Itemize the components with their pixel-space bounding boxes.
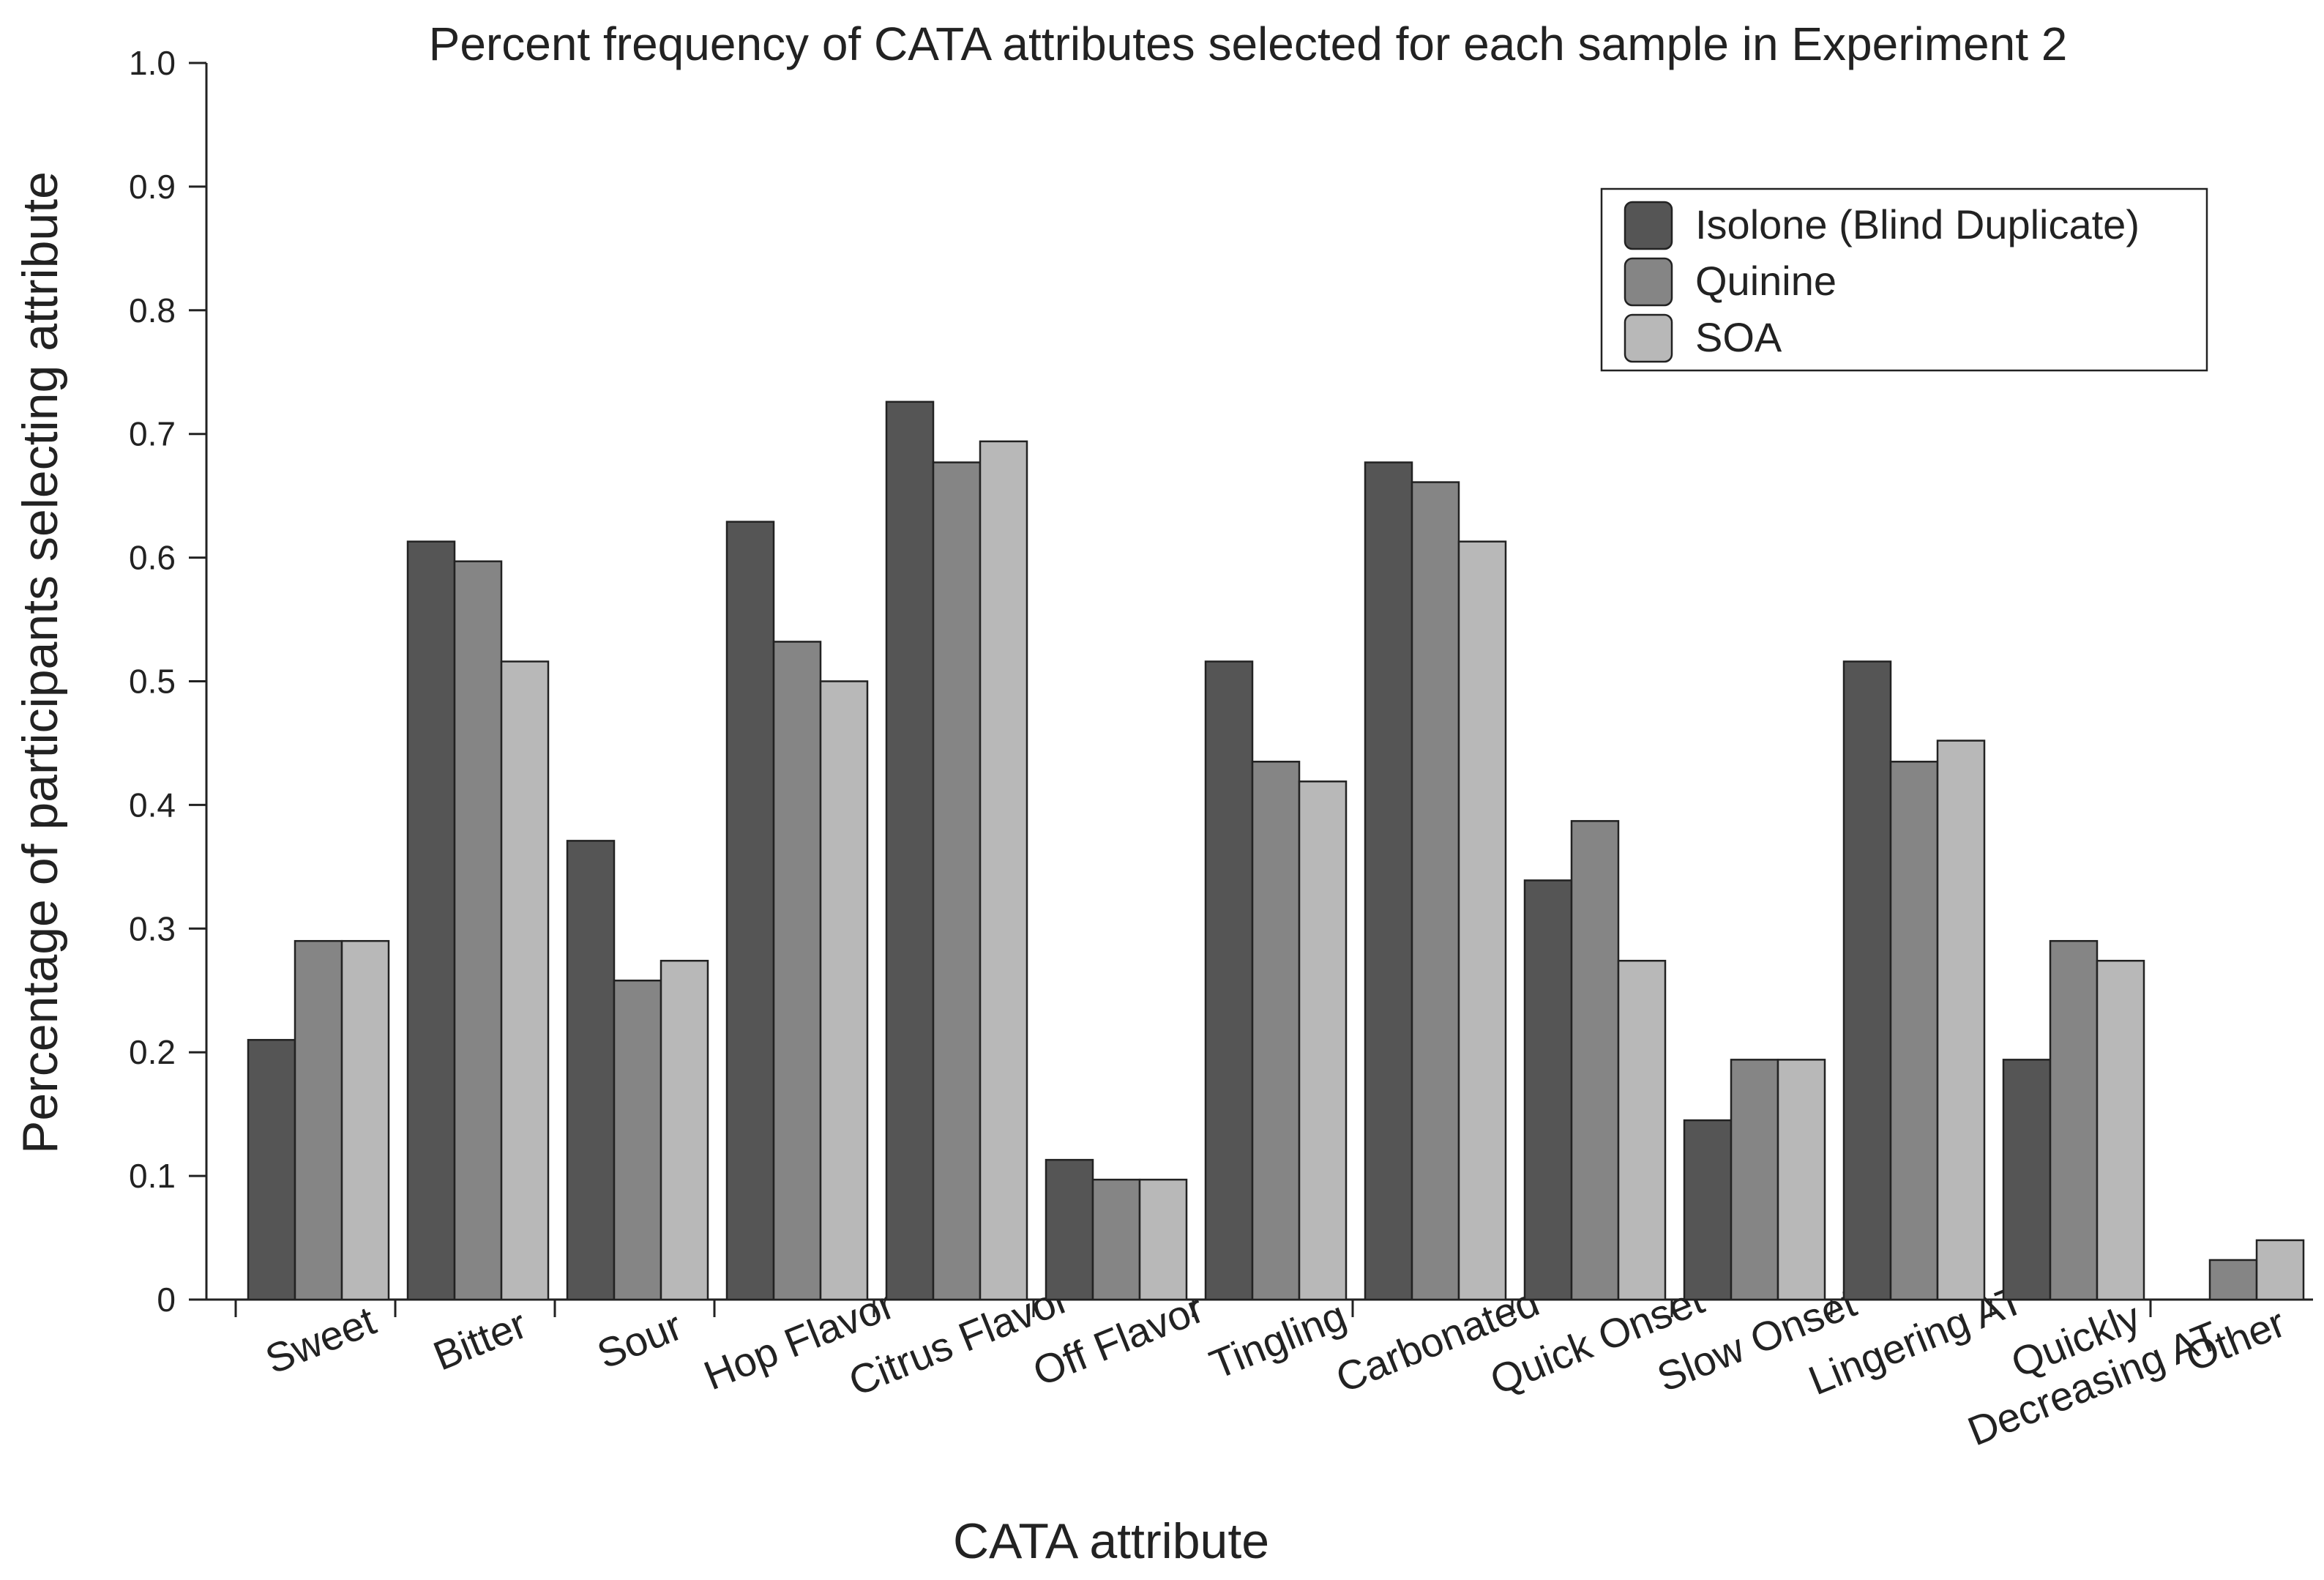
bar-quinine-4	[932, 461, 982, 1301]
y-axis: 0 0.1 0.2 0.3 0.4 0.5 0.6 0.7 0.8 0.9 1.0	[129, 44, 208, 1319]
x-tick-label-line: Bitter	[427, 1300, 533, 1379]
y-tick-label: 0	[157, 1281, 176, 1319]
x-tick-label: Bitter	[427, 1300, 533, 1379]
bar-isolone-blind-duplicate-5	[1045, 1158, 1094, 1301]
bar-soa-0	[340, 939, 390, 1301]
y-tick-label: 0.8	[129, 291, 176, 329]
bar-quinine-7	[1411, 481, 1460, 1301]
y-tick-label: 0.1	[129, 1157, 176, 1195]
bar-soa-3	[819, 680, 869, 1301]
bar-isolone-blind-duplicate-2	[566, 840, 616, 1301]
legend-swatch	[1624, 313, 1673, 363]
x-tick-label: Other	[2179, 1299, 2291, 1380]
bar-soa-7	[1457, 540, 1507, 1301]
bar-isolone-blind-duplicate-11	[2002, 1059, 2052, 1301]
x-tick-label: Sour	[591, 1303, 688, 1378]
legend-swatch	[1624, 201, 1673, 250]
bar-soa-11	[2096, 959, 2145, 1301]
bar-soa-2	[660, 959, 709, 1301]
y-tick-label: 0.5	[129, 663, 176, 701]
legend-box	[1600, 187, 2208, 372]
bar-quinine-10	[1889, 761, 1939, 1301]
y-tick-label: 0.7	[129, 415, 176, 453]
x-axis-title: CATA attribute	[953, 1513, 1269, 1569]
y-tick-label: 0.3	[129, 909, 176, 947]
legend-label: Isolone (Blind Duplicate)	[1695, 201, 2140, 247]
legend: Isolone (Blind Duplicate) Quinine SOA	[1600, 187, 2208, 372]
bar-soa-5	[1138, 1178, 1188, 1301]
y-tick-label: 0.6	[129, 539, 176, 577]
bar-isolone-blind-duplicate-4	[885, 400, 935, 1301]
bar-quinine-8	[1570, 820, 1620, 1301]
legend-label: SOA	[1695, 314, 1782, 360]
bar-soa-12	[2255, 1239, 2305, 1301]
bar-soa-6	[1298, 780, 1348, 1301]
y-tick-label: 1.0	[129, 44, 176, 82]
bar-soa-8	[1617, 959, 1667, 1301]
x-tick-label-line: Other	[2179, 1299, 2291, 1380]
bar-soa-10	[1936, 739, 1986, 1301]
x-tick-label: Tingling	[1203, 1292, 1353, 1387]
bar-isolone-blind-duplicate-1	[406, 540, 456, 1301]
legend-swatch	[1624, 257, 1673, 307]
chart-title: Percent frequency of CATA attributes sel…	[429, 18, 2068, 70]
bar-quinine-2	[613, 979, 662, 1301]
x-tick-label-line: Sour	[591, 1303, 688, 1378]
bar-isolone-blind-duplicate-6	[1204, 660, 1254, 1301]
y-tick-label: 0.2	[129, 1033, 176, 1071]
bars	[247, 400, 2305, 1301]
y-axis-title: Percentage of participants selecting att…	[12, 171, 68, 1154]
bar-isolone-blind-duplicate-0	[247, 1039, 296, 1301]
bar-quinine-9	[1730, 1059, 1779, 1301]
bar-soa-4	[979, 440, 1028, 1301]
legend-label: Quinine	[1695, 258, 1837, 304]
bar-quinine-3	[772, 641, 822, 1301]
bar-quinine-6	[1251, 761, 1301, 1301]
x-tick-label-line: Tingling	[1203, 1292, 1353, 1387]
y-tick-label: 0.4	[129, 786, 176, 824]
bar-soa-9	[1776, 1059, 1826, 1301]
x-tick-label: Sweet	[259, 1297, 382, 1382]
bar-isolone-blind-duplicate-9	[1683, 1119, 1733, 1301]
bar-quinine-12	[2208, 1259, 2258, 1301]
bar-isolone-blind-duplicate-7	[1364, 461, 1413, 1301]
bar-quinine-0	[294, 939, 343, 1301]
x-tick-label-line: Sweet	[259, 1297, 382, 1382]
y-tick-label: 0.9	[129, 168, 176, 206]
bar-soa-1	[500, 660, 550, 1301]
bar-isolone-blind-duplicate-10	[1842, 660, 1892, 1301]
bar-quinine-5	[1091, 1178, 1141, 1301]
bar-isolone-blind-duplicate-8	[1523, 879, 1573, 1301]
bar-isolone-blind-duplicate-3	[725, 521, 775, 1301]
bar-quinine-11	[2049, 939, 2099, 1301]
bar-quinine-1	[453, 560, 503, 1301]
